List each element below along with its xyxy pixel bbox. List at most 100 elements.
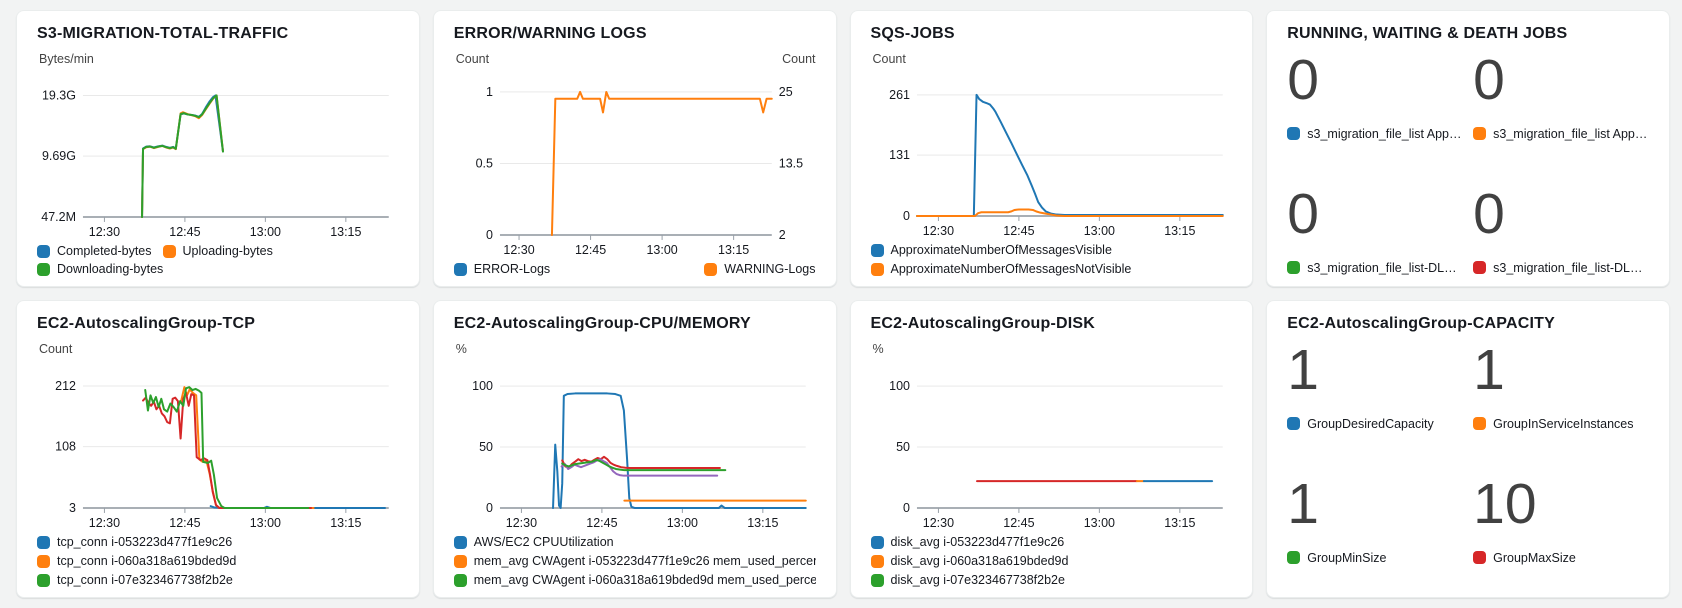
legend-swatch	[37, 554, 50, 568]
line-chart[interactable]: 261 131 0 12:30 12:45 13:00 13:15	[871, 67, 1233, 240]
chart-legend: tcp_conn i-053223d477f1e9c26 tcp_conn i-0…	[37, 535, 399, 587]
legend-item[interactable]: GroupMaxSize	[1473, 551, 1649, 565]
legend-swatch	[1473, 417, 1487, 431]
line-chart[interactable]: 100 50 0 12:30 12:45 13:00 13:15	[871, 357, 1233, 532]
chart-legend: ERROR-Logs WARNING-Logs	[453, 262, 816, 276]
legend-item[interactable]: tcp_conn i-053223d477f1e9c26	[37, 535, 399, 549]
legend-label: ApproximateNumberOfMessagesNotVisible	[890, 262, 1132, 276]
legend-swatch	[162, 244, 176, 258]
legend-swatch	[37, 262, 50, 276]
x-tick-label: 12:45	[1003, 224, 1034, 238]
x-tick-label: 13:15	[718, 243, 749, 257]
legend-swatch	[1473, 551, 1487, 565]
x-tick-label: 12:30	[89, 516, 120, 530]
legend-item[interactable]: ERROR-Logs	[453, 262, 550, 276]
y-tick-label: 0	[903, 209, 910, 223]
y-tick-label: 9.69G	[42, 149, 76, 163]
legend-swatch	[1473, 261, 1487, 275]
y-tick-label: 1	[486, 85, 493, 99]
chart-legend: ApproximateNumberOfMessagesVisible Approx…	[870, 243, 1233, 276]
stat-value: 0	[1473, 48, 1505, 112]
y-tick-label: 261	[889, 88, 910, 102]
panel-title: SQS-JOBS	[870, 25, 955, 42]
stat-value: 0	[1287, 181, 1319, 246]
chart-legend: disk_avg i-053223d477f1e9c26 disk_avg i-0…	[870, 535, 1233, 587]
legend-item[interactable]: Downloading-bytes	[37, 262, 163, 276]
legend-label: GroupInServiceInstances	[1493, 416, 1634, 431]
legend-item[interactable]: GroupDesiredCapacity	[1287, 417, 1463, 431]
y-tick-label-right: 13.5	[779, 156, 803, 170]
legend-swatch	[870, 262, 884, 276]
legend-label: mem_avg CWAgent i-060a318a619bded9d mem_…	[473, 573, 816, 587]
y-tick-label-right: 2	[779, 228, 786, 242]
stat-value: 1	[1287, 471, 1319, 536]
legend-item[interactable]: disk_avg i-060a318a619bded9d	[870, 554, 1233, 568]
y-tick-label: 108	[55, 440, 76, 454]
legend-item[interactable]: WARNING-Logs	[704, 262, 816, 276]
legend-item[interactable]: GroupInServiceInstances	[1473, 417, 1649, 431]
x-tick-label: 12:45	[586, 516, 617, 530]
legend-label: disk_avg i-053223d477f1e9c26	[890, 535, 1065, 549]
legend-swatch	[870, 535, 884, 549]
legend-swatch	[37, 535, 50, 549]
legend-label: GroupMaxSize	[1493, 550, 1576, 565]
line-chart[interactable]: 1 0.5 0 25 13.5 2 12:30 12:45 13:00 13:15	[454, 67, 816, 259]
panel-title: S3-MIGRATION-TOTAL-TRAFFIC	[37, 25, 289, 42]
legend-label: AWS/EC2 CPUUtilization	[473, 535, 614, 549]
legend-item[interactable]: Uploading-bytes	[162, 244, 273, 258]
legend-item[interactable]: AWS/EC2 CPUUtilization	[453, 535, 816, 549]
y-axis-unit-right: Count	[782, 52, 816, 66]
legend-label: disk_avg i-07e323467738f2b2e	[890, 573, 1065, 587]
x-tick-label: 12:45	[169, 516, 200, 530]
stat-desired-capacity: 1 GroupDesiredCapacity	[1287, 338, 1463, 431]
panel-sqs-jobs: SQS-JOBS Count 261 131 0 12:30 12:45 13:00 13:…	[849, 10, 1254, 287]
legend-label: Completed-bytes	[57, 244, 152, 258]
x-tick-label: 12:45	[575, 243, 606, 257]
series-line	[142, 391, 313, 509]
stat-dlq-notvisible-jobs: 0 s3_migration_file_list-DLQ A…	[1473, 184, 1649, 275]
legend-swatch	[453, 573, 467, 587]
legend-item[interactable]: ApproximateNumberOfMessagesVisible	[870, 243, 1233, 257]
legend-swatch	[37, 244, 50, 258]
legend-item[interactable]: s3_migration_file_list Approxi…	[1473, 127, 1649, 141]
legend-item[interactable]: mem_avg CWAgent i-060a318a619bded9d mem_…	[453, 573, 816, 587]
y-tick-label: 131	[889, 148, 910, 162]
legend-item[interactable]: mem_avg CWAgent i-053223d477f1e9c26 mem_…	[453, 554, 816, 568]
legend-label: tcp_conn i-053223d477f1e9c26	[57, 535, 233, 549]
series-line	[141, 94, 224, 218]
line-chart[interactable]: 212 108 3 12:30 12:45 13:00 13:15	[37, 357, 399, 532]
legend-item[interactable]: disk_avg i-053223d477f1e9c26	[870, 535, 1233, 549]
panel-title: EC2-AutoscalingGroup-DISK	[870, 315, 1096, 332]
legend-item[interactable]: GroupMinSize	[1287, 551, 1463, 565]
chart-legend: AWS/EC2 CPUUtilization mem_avg CWAgent i-…	[453, 535, 816, 587]
y-tick-label: 50	[896, 440, 910, 454]
x-tick-label: 13:00	[1083, 516, 1114, 530]
y-tick-label: 0	[486, 228, 493, 242]
series-line	[915, 208, 1224, 217]
legend-swatch	[870, 243, 884, 257]
legend-item[interactable]: Completed-bytes	[37, 244, 152, 258]
legend-item[interactable]: s3_migration_file_list-DLQ A…	[1473, 261, 1649, 275]
legend-label: ApproximateNumberOfMessagesVisible	[890, 243, 1112, 257]
y-tick-label: 100	[472, 379, 493, 393]
legend-swatch	[870, 554, 884, 568]
y-axis-unit: Bytes/min	[39, 52, 94, 66]
legend-item[interactable]: disk_avg i-07e323467738f2b2e	[870, 573, 1233, 587]
legend-item[interactable]: tcp_conn i-060a318a619bded9d	[37, 554, 399, 568]
legend-label: Downloading-bytes	[57, 262, 164, 276]
legend-label: mem_avg CWAgent i-053223d477f1e9c26 mem_…	[473, 554, 816, 568]
legend-item[interactable]: tcp_conn i-07e323467738f2b2e	[37, 573, 399, 587]
legend-item[interactable]: ApproximateNumberOfMessagesNotVisible	[870, 262, 1233, 276]
stats-grid: 0 s3_migration_file_list Approxi… 0 s3_m…	[1287, 48, 1649, 275]
line-chart[interactable]: 100 50 0 12:30 12:45 13:00 13:15	[454, 357, 816, 532]
legend-item[interactable]: s3_migration_file_list Approxi…	[1287, 127, 1463, 141]
y-axis-unit: %	[455, 342, 467, 356]
y-axis-unit: %	[872, 342, 884, 356]
stat-value: 1	[1287, 338, 1319, 402]
legend-item[interactable]: s3_migration_file_list-DLQ A…	[1287, 261, 1463, 275]
line-chart[interactable]: 19.3G 9.69G 47.2M 12:30 12:45 13:00 13:15	[37, 67, 399, 241]
stat-inservice-instances: 1 GroupInServiceInstances	[1473, 340, 1649, 431]
y-axis-unit: Count	[872, 52, 906, 66]
stat-running-jobs: 0 s3_migration_file_list Approxi…	[1287, 50, 1463, 141]
x-tick-label: 13:00	[646, 243, 677, 257]
